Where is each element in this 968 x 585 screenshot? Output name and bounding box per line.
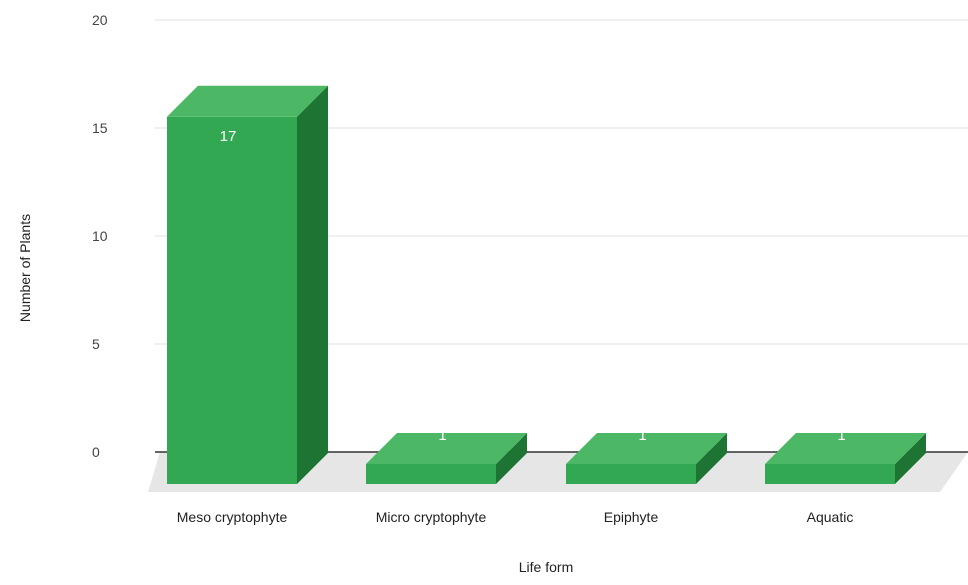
bar-side bbox=[496, 433, 527, 484]
data-label: 1 bbox=[837, 427, 845, 444]
x-axis-title: Life form bbox=[519, 559, 573, 575]
category-label: Epiphyte bbox=[604, 509, 659, 525]
category-label: Aquatic bbox=[807, 509, 854, 525]
chart-floor bbox=[148, 452, 968, 492]
y-tick-label: 0 bbox=[92, 444, 100, 460]
y-tick-label: 20 bbox=[92, 12, 108, 28]
bar-front bbox=[167, 116, 297, 485]
y-tick-label: 10 bbox=[92, 228, 108, 244]
bars: 17 1 1 1 bbox=[167, 85, 926, 485]
y-tick-label: 15 bbox=[92, 120, 108, 136]
bar-front bbox=[566, 464, 696, 484]
bar: 1 bbox=[566, 427, 727, 484]
category-label: Micro cryptophyte bbox=[376, 509, 487, 525]
y-axis-title: Number of Plants bbox=[17, 214, 33, 322]
y-tick-label: 5 bbox=[92, 336, 100, 352]
bar-top bbox=[366, 433, 527, 464]
bar-side bbox=[895, 433, 926, 484]
bar-top bbox=[167, 85, 328, 117]
data-label: 17 bbox=[220, 128, 237, 145]
bar-top bbox=[765, 433, 926, 464]
data-label: 1 bbox=[438, 427, 446, 444]
bar-side bbox=[297, 85, 328, 485]
bar-top bbox=[566, 433, 727, 464]
y-tick-labels: 0 5 10 15 20 bbox=[92, 12, 108, 460]
bar: 1 bbox=[366, 427, 527, 484]
category-label: Meso cryptophyte bbox=[177, 509, 288, 525]
category-labels: Meso cryptophyte Micro cryptophyte Epiphyt… bbox=[177, 509, 854, 525]
data-label: 1 bbox=[638, 427, 646, 444]
bar-front bbox=[366, 464, 496, 484]
bar-front bbox=[765, 464, 895, 484]
bar: 17 bbox=[167, 85, 328, 485]
bar: 1 bbox=[765, 427, 926, 484]
bar-side bbox=[696, 433, 727, 484]
